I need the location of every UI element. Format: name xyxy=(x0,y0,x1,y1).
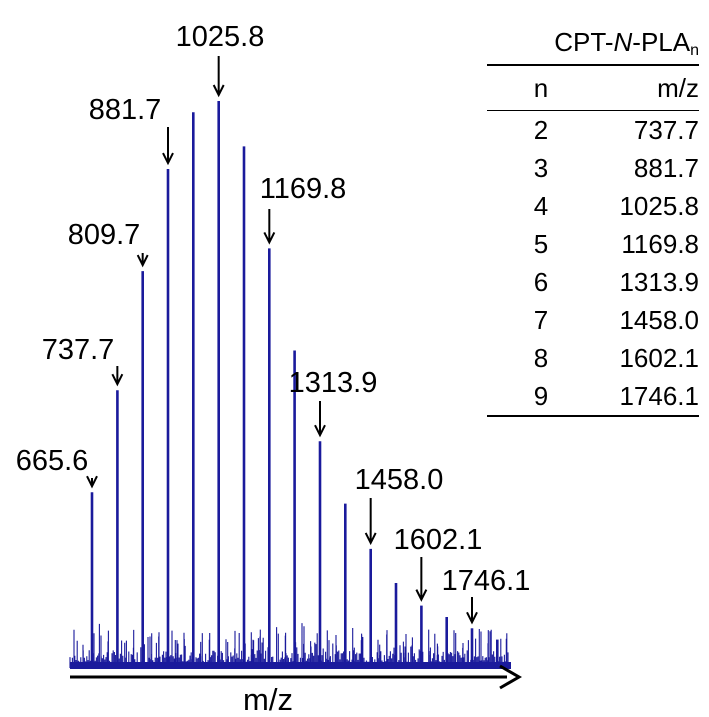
peak-series xyxy=(90,101,499,668)
table-cell-n: 8 xyxy=(533,343,549,373)
table-cell-n: 4 xyxy=(533,191,549,221)
peak-label: 1025.8 xyxy=(176,21,265,53)
peak-label: 737.7 xyxy=(42,334,115,366)
table-cell-mz: 1602.1 xyxy=(619,343,699,373)
peak-arrow xyxy=(314,401,326,438)
peak-arrow xyxy=(212,56,225,98)
peak-arrow xyxy=(136,253,149,268)
table-cell-mz: 1458.0 xyxy=(619,305,699,335)
table-bottom-rule xyxy=(487,415,699,417)
peak-arrow xyxy=(364,498,377,546)
table-cell-n: 6 xyxy=(533,267,549,297)
table-top-rule xyxy=(487,64,699,66)
table-cell-n: 5 xyxy=(533,229,549,259)
table-row: 2 737.7 xyxy=(487,111,699,149)
table-cell-mz: 1313.9 xyxy=(619,267,699,297)
x-axis-label: m/z xyxy=(243,682,293,717)
series-table: CPT-N-PLAn n m/z 2 737.7 3 881.7 4 1025.8 5 116… xyxy=(487,20,699,417)
peak-label: 1313.9 xyxy=(289,367,378,399)
table-cell-n: 3 xyxy=(533,153,549,183)
table-title-subscript: n xyxy=(690,42,699,59)
table-row: 9 1746.1 xyxy=(487,377,699,415)
peak-arrow xyxy=(466,597,478,625)
table-header-row: n m/z xyxy=(487,66,699,110)
peak-label: 1746.1 xyxy=(442,565,531,597)
table: n m/z xyxy=(487,66,699,110)
x-axis-arrowhead xyxy=(499,664,522,690)
table-cell-mz: 1746.1 xyxy=(619,381,699,411)
peak-arrow xyxy=(415,557,428,602)
peak-label: 1458.0 xyxy=(355,464,444,496)
baseline-band xyxy=(70,662,511,669)
table-header-rule xyxy=(487,110,699,111)
table-title: CPT-N-PLAn xyxy=(487,20,699,64)
table-cell-n: 7 xyxy=(533,305,549,335)
peak-label: 665.6 xyxy=(16,445,89,477)
table-cell-n: 2 xyxy=(533,115,549,145)
table-title-italic: N xyxy=(613,27,633,57)
table-row: 3 881.7 xyxy=(487,149,699,187)
table-cell-mz: 881.7 xyxy=(633,153,699,183)
table-row: 7 1458.0 xyxy=(487,301,699,339)
header-mz: m/z xyxy=(657,73,699,103)
table-cell-mz: 1025.8 xyxy=(619,191,699,221)
peak-label: 809.7 xyxy=(68,219,141,251)
table-row: 5 1169.8 xyxy=(487,225,699,263)
table-row: 4 1025.8 xyxy=(487,187,699,225)
table-cell-mz: 737.7 xyxy=(633,115,699,145)
table-title-prefix: CPT- xyxy=(554,27,614,57)
peak-arrow xyxy=(86,475,98,489)
table-row: 8 1602.1 xyxy=(487,339,699,377)
peak-label: 1169.8 xyxy=(260,173,347,205)
x-axis: m/z xyxy=(70,664,522,717)
baseline-noise xyxy=(69,623,511,669)
peak-labels: 665.6 737.7 809.7 881.7 1025.8 1169.8 1313.9 14… xyxy=(16,21,531,625)
peak-arrow xyxy=(111,366,124,387)
table-row: 6 1313.9 xyxy=(487,263,699,301)
table-title-mid: -PLA xyxy=(632,27,691,57)
noise-trace xyxy=(69,623,511,668)
peak-label: 881.7 xyxy=(89,94,162,126)
peak-label: 1602.1 xyxy=(394,524,483,556)
table-cell-n: 9 xyxy=(533,381,549,411)
peak-arrow xyxy=(162,127,174,166)
table-cell-mz: 1169.8 xyxy=(621,229,699,259)
table-body: 2 737.7 3 881.7 4 1025.8 5 1169.8 6 1313.9 7 1458.0… xyxy=(487,111,699,415)
peak-arrow xyxy=(263,209,276,245)
header-n: n xyxy=(533,73,549,103)
